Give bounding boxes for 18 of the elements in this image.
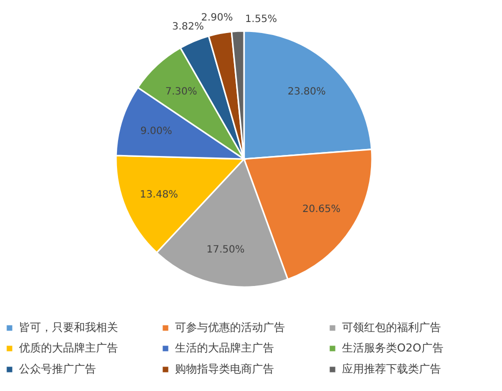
- data-label: 2.90%: [201, 12, 233, 24]
- legend-label: 优质的大品牌主广告: [19, 342, 118, 354]
- legend-label: 购物指导类电商广告: [175, 362, 274, 376]
- data-label: 1.55%: [245, 14, 277, 26]
- legend-label: 应用推荐下载类广告: [342, 362, 441, 376]
- data-label: 13.48%: [140, 190, 178, 201]
- legend-label: 生活服务类O2O广告: [342, 342, 444, 354]
- data-label: 7.30%: [165, 86, 198, 98]
- legend-label: 皆可，只要和我相关: [19, 320, 118, 334]
- data-label: 9.00%: [140, 126, 172, 137]
- data-label: 17.50%: [206, 244, 245, 256]
- legend-label: 生活的大品牌主广告: [175, 342, 274, 354]
- data-label: 23.80%: [288, 86, 326, 98]
- legend-label: 可领红包的福利广告: [342, 320, 441, 334]
- data-label: 20.65%: [302, 204, 340, 215]
- legend-label: 公众号推广广告: [19, 362, 96, 376]
- data-label: 3.82%: [172, 21, 204, 32]
- legend-label: 可参与优惠的活动广告: [175, 320, 285, 334]
